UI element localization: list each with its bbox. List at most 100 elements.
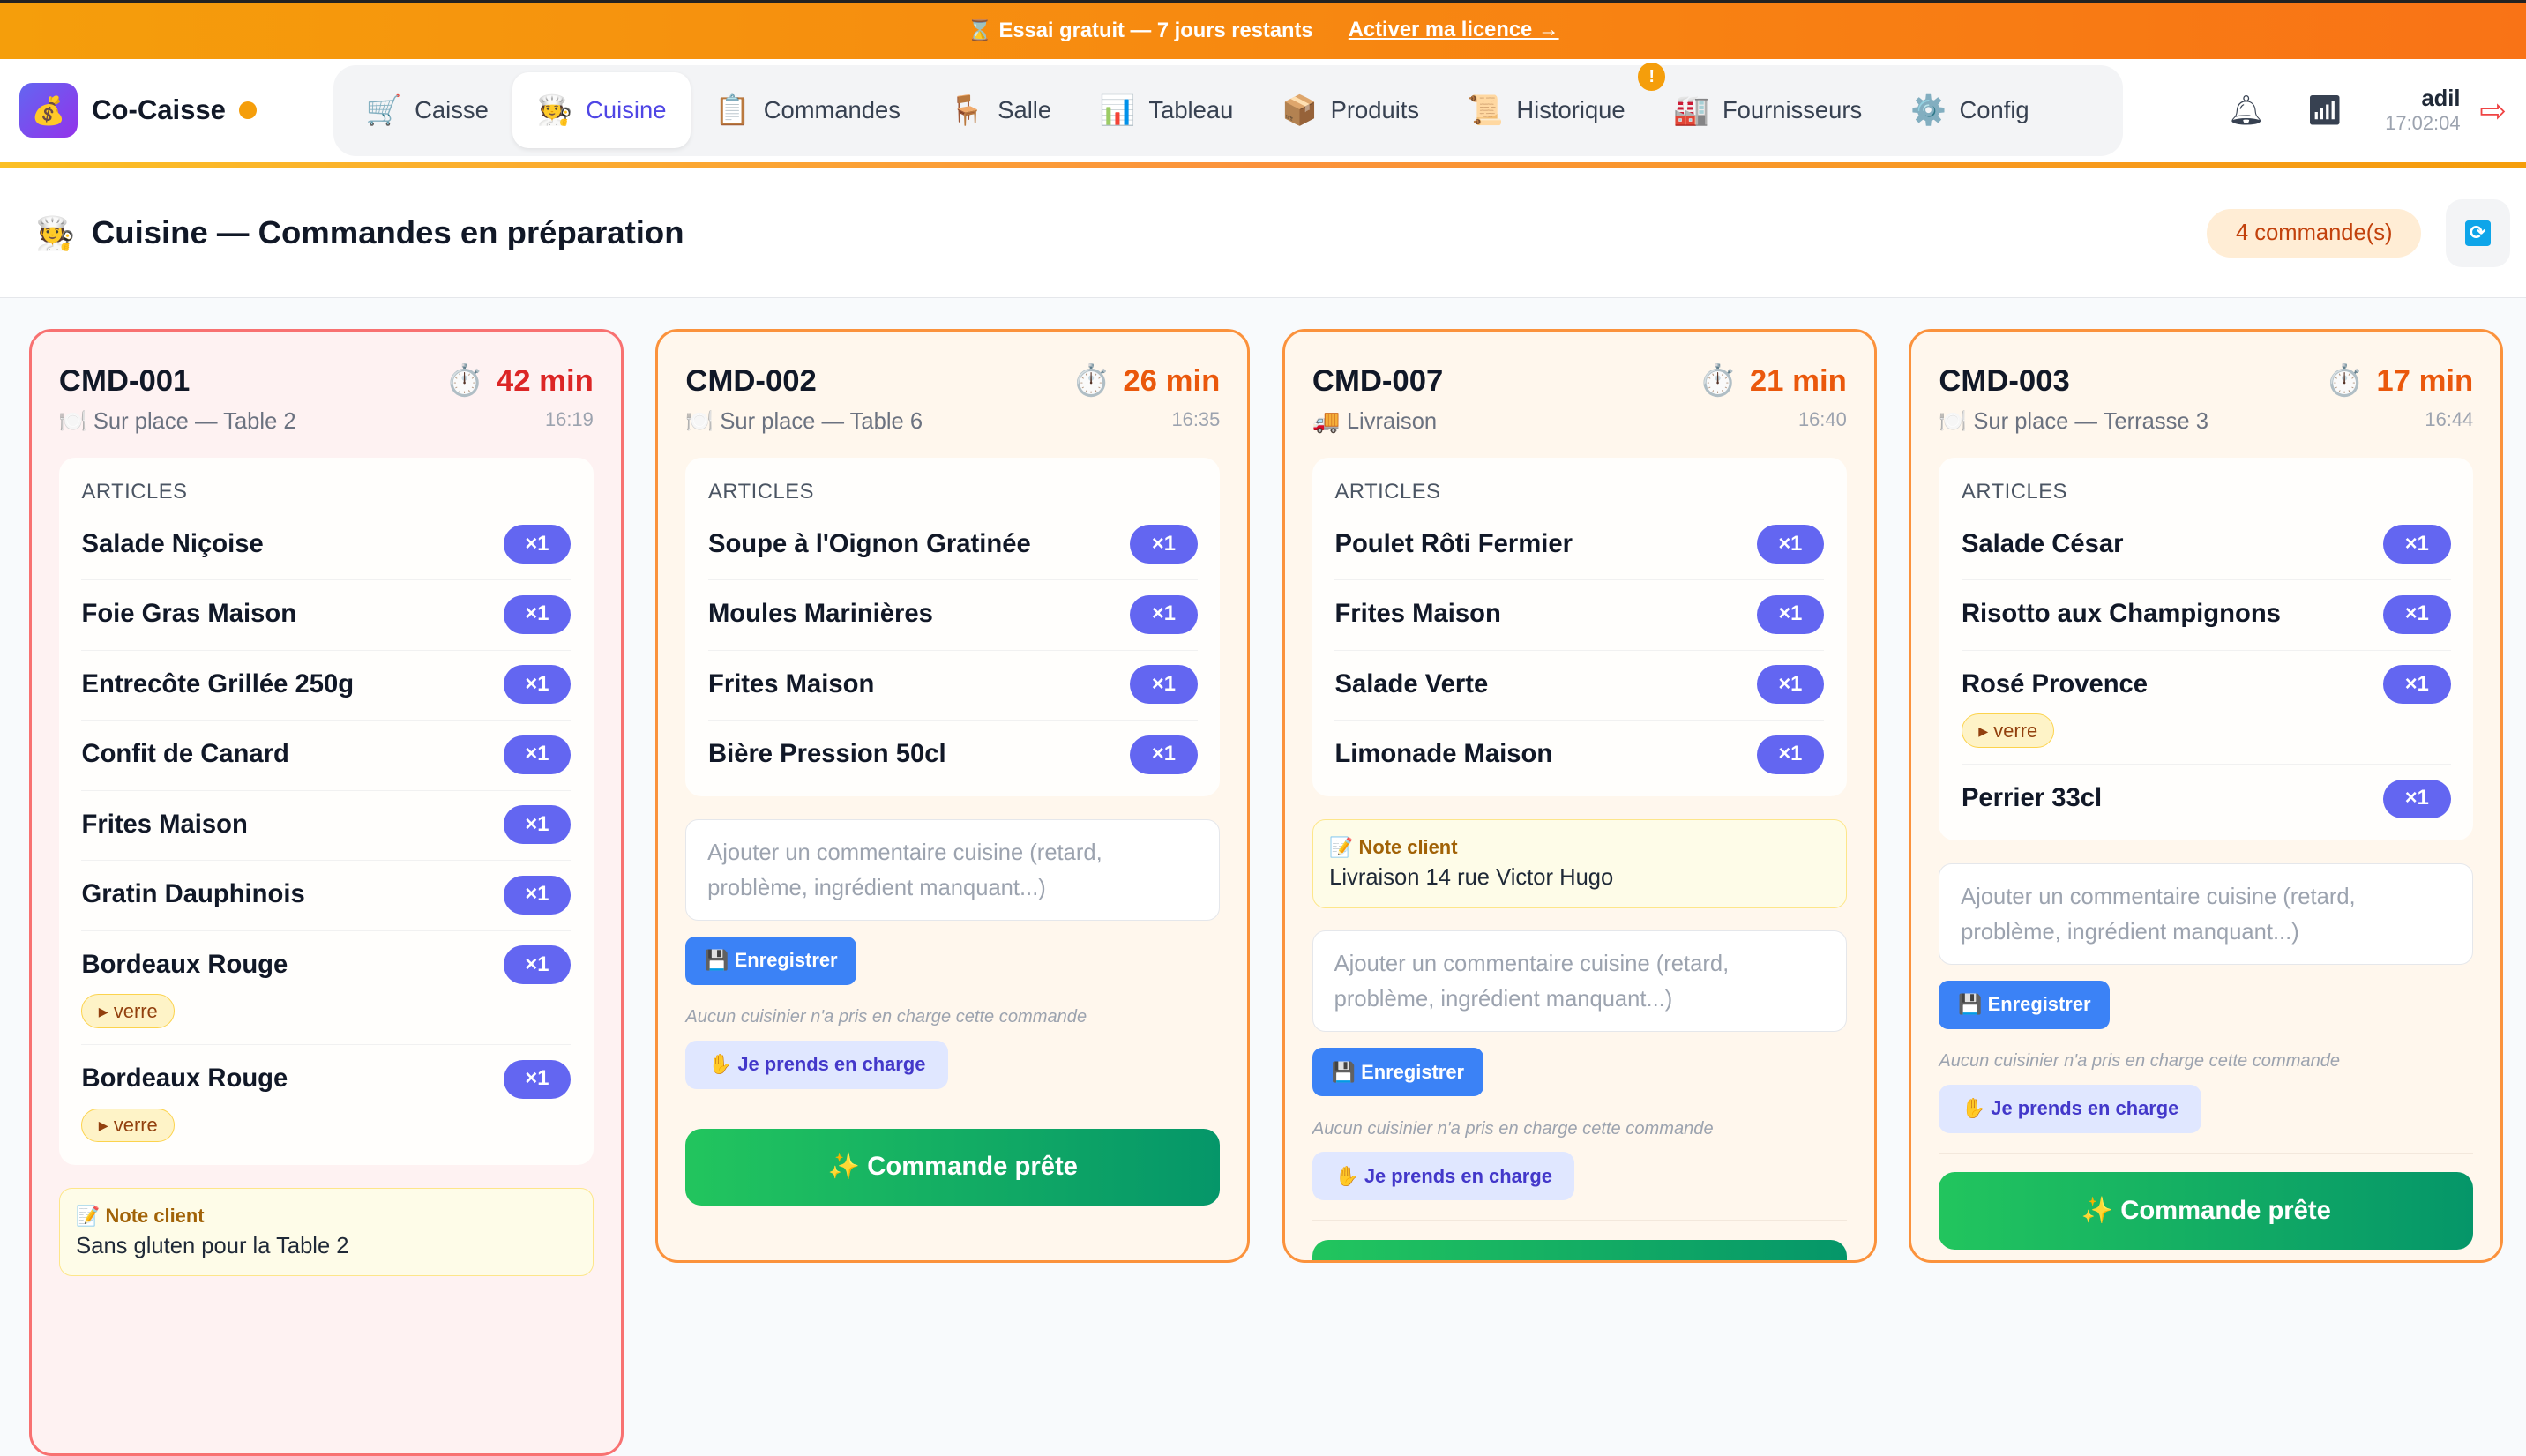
option-badge: ▸ verre bbox=[81, 1108, 175, 1143]
note-title: 📝 Note client bbox=[76, 1204, 205, 1227]
take-wrap: ✋ Je prends en charge bbox=[1312, 1139, 1847, 1201]
articles-label: ARTICLES bbox=[81, 480, 188, 504]
list-item: Salade Niçoise ×1 bbox=[81, 511, 572, 581]
item-name: Poulet Rôti Fermier bbox=[1334, 529, 1573, 558]
item-name: Foie Gras Maison bbox=[81, 600, 297, 629]
articles-label: ARTICLES bbox=[707, 480, 814, 504]
elapsed-value: 21 min bbox=[1749, 363, 1847, 398]
elapsed-timer: ⏱️ 42 min bbox=[445, 363, 594, 399]
elapsed-timer: ⏱️ 21 min bbox=[1699, 363, 1847, 399]
order-id: CMD-002 bbox=[685, 363, 817, 398]
card-header: CMD-007 ⏱️ 21 min bbox=[1312, 363, 1847, 399]
order-sub: 🚚 Livraison 16:40 bbox=[1312, 408, 1847, 435]
order-time: 16:35 bbox=[1171, 408, 1221, 431]
kitchen-comment-input[interactable]: Ajouter un commentaire cuisine (retard, … bbox=[1939, 862, 2474, 965]
quantity-badge: ×1 bbox=[503, 945, 572, 985]
order-time: 16:19 bbox=[544, 408, 594, 431]
tab-salle[interactable]: 🪑 Salle bbox=[924, 72, 1075, 148]
list-item: Limonade Maison ×1 bbox=[1334, 721, 1825, 790]
elapsed-value: 17 min bbox=[2376, 363, 2474, 398]
tab-config[interactable]: ⚙️ Config bbox=[1887, 72, 2053, 148]
item-row: Moules Marinières ×1 bbox=[708, 594, 1198, 634]
config-icon: ⚙️ bbox=[1909, 93, 1947, 126]
list-item: Foie Gras Maison ×1 bbox=[81, 580, 572, 651]
quantity-badge: ×1 bbox=[503, 805, 572, 845]
list-item: Confit de Canard ×1 bbox=[81, 721, 572, 791]
stopwatch-icon: ⏱️ bbox=[2325, 364, 2364, 399]
main-nav: 🛒 Caisse 🧑‍🍳 Cuisine 📋 Commandes 🪑 Salle 📊 Tablea… bbox=[333, 63, 2124, 156]
bar-chart-icon[interactable]: 📶︎ bbox=[2306, 93, 2343, 126]
caisse-icon: 🛒 bbox=[365, 93, 402, 126]
order-type: 🍽️ Sur place — Table 6 bbox=[685, 408, 923, 435]
order-ready-button[interactable]: ✨ Commande prête bbox=[1312, 1239, 1847, 1261]
no-cook-text: Aucun cuisinier n'a pris en charge cette… bbox=[1312, 1118, 1714, 1139]
list-item: Gratin Dauphinois ×1 bbox=[81, 861, 572, 931]
order-id: CMD-003 bbox=[1939, 363, 2070, 398]
tab-commandes[interactable]: 📋 Commandes bbox=[691, 72, 925, 148]
order-type-icon: 🍽️ bbox=[58, 409, 87, 435]
note-text: Sans gluten pour la Table 2 bbox=[76, 1234, 349, 1259]
tab-historique[interactable]: 📜 Historique! bbox=[1443, 63, 1666, 148]
save-comment-button[interactable]: 💾 Enregistrer bbox=[1312, 1048, 1483, 1097]
kitchen-comment-input[interactable]: Ajouter un commentaire cuisine (retard, … bbox=[1312, 930, 1847, 1033]
card-header: CMD-002 ⏱️ 26 min bbox=[685, 363, 1220, 399]
order-ready-button[interactable]: ✨ Commande prête bbox=[1939, 1172, 2474, 1251]
take-charge-button[interactable]: ✋ Je prends en charge bbox=[1312, 1152, 1575, 1201]
item-name: Limonade Maison bbox=[1334, 740, 1553, 769]
user-name: adil bbox=[2421, 86, 2461, 111]
take-charge-button[interactable]: ✋ Je prends en charge bbox=[685, 1041, 948, 1089]
tab-caisse[interactable]: 🛒 Caisse bbox=[341, 72, 512, 148]
order-time: 16:40 bbox=[1797, 408, 1847, 431]
quantity-badge: ×1 bbox=[503, 1059, 572, 1099]
list-item: Perrier 33cl ×1 bbox=[1962, 765, 2451, 834]
articles-label: ARTICLES bbox=[1961, 480, 2067, 504]
tab-cuisine[interactable]: 🧑‍🍳 Cuisine bbox=[512, 72, 691, 149]
tab-tableau[interactable]: 📊 Tableau bbox=[1076, 72, 1258, 148]
list-item: Frites Maison ×1 bbox=[81, 791, 572, 862]
tab-label: Fournisseurs bbox=[1722, 96, 1863, 124]
refresh-button[interactable]: ⟳ bbox=[2445, 198, 2510, 267]
tab-label: Commandes bbox=[763, 96, 901, 124]
item-row: Bordeaux Rouge ×1 bbox=[81, 945, 572, 985]
order-card: CMD-007 ⏱️ 21 min 🚚 Livraison 16:40 ARTICLES P… bbox=[1282, 328, 1877, 1264]
take-charge-button[interactable]: ✋ Je prends en charge bbox=[1939, 1084, 2201, 1133]
order-card: CMD-003 ⏱️ 17 min 🍽️ Sur place — Terrasse 3… bbox=[1909, 328, 2504, 1264]
quantity-badge: ×1 bbox=[503, 594, 572, 634]
tab-label: Caisse bbox=[415, 96, 489, 124]
item-name: Salade Niçoise bbox=[81, 529, 264, 558]
item-name: Bordeaux Rouge bbox=[81, 950, 288, 979]
quantity-badge: ×1 bbox=[1130, 594, 1198, 634]
tab-label: Tableau bbox=[1148, 96, 1234, 124]
list-item: Moules Marinières ×1 bbox=[707, 580, 1198, 651]
item-name: Gratin Dauphinois bbox=[81, 880, 305, 909]
save-comment-button[interactable]: 💾 Enregistrer bbox=[1939, 980, 2111, 1029]
order-ready-button[interactable]: ✨ Commande prête bbox=[685, 1128, 1221, 1206]
no-cook-text: Aucun cuisinier n'a pris en charge cette… bbox=[1939, 1051, 2341, 1071]
quantity-badge: ×1 bbox=[2382, 665, 2451, 705]
item-row: Bière Pression 50cl ×1 bbox=[708, 735, 1198, 774]
tab-fournisseurs[interactable]: 🏭 Fournisseurs bbox=[1649, 72, 1887, 148]
logo-icon: 💰 bbox=[19, 83, 78, 138]
page-title-text: Cuisine — Commandes en préparation bbox=[91, 214, 684, 251]
kitchen-comment-input[interactable]: Ajouter un commentaire cuisine (retard, … bbox=[685, 818, 1221, 921]
activate-license-link[interactable]: Activer ma licence → bbox=[1348, 19, 1559, 42]
clock: 17:02:04 bbox=[2385, 111, 2461, 134]
app-name: Co-Caisse bbox=[92, 94, 226, 126]
trial-text: ⌛ Essai gratuit — 7 jours restants bbox=[967, 19, 1313, 43]
save-comment-button[interactable]: 💾 Enregistrer bbox=[685, 937, 857, 985]
order-id: CMD-001 bbox=[58, 363, 191, 398]
tab-label: Historique bbox=[1516, 96, 1625, 124]
quantity-badge: ×1 bbox=[1756, 525, 1825, 564]
quantity-badge: ×1 bbox=[1130, 735, 1198, 774]
tableau-icon: 📊 bbox=[1099, 93, 1136, 126]
tab-produits[interactable]: 📦 Produits bbox=[1258, 72, 1444, 148]
logout-icon[interactable]: ⇨ bbox=[2479, 92, 2507, 129]
stopwatch-icon: ⏱️ bbox=[1072, 364, 1110, 399]
item-row: Salade Niçoise ×1 bbox=[81, 525, 572, 564]
commandes-icon: 📋 bbox=[714, 93, 751, 126]
articles-box: ARTICLES Poulet Rôti Fermier ×1 Frites Mais… bbox=[1312, 457, 1847, 797]
item-row: Poulet Rôti Fermier ×1 bbox=[1334, 525, 1825, 564]
trial-banner: ⌛ Essai gratuit — 7 jours restants Activ… bbox=[0, 0, 2526, 59]
bell-icon[interactable]: 🔔︎ bbox=[2227, 93, 2265, 126]
salle-icon: 🪑 bbox=[948, 93, 985, 126]
